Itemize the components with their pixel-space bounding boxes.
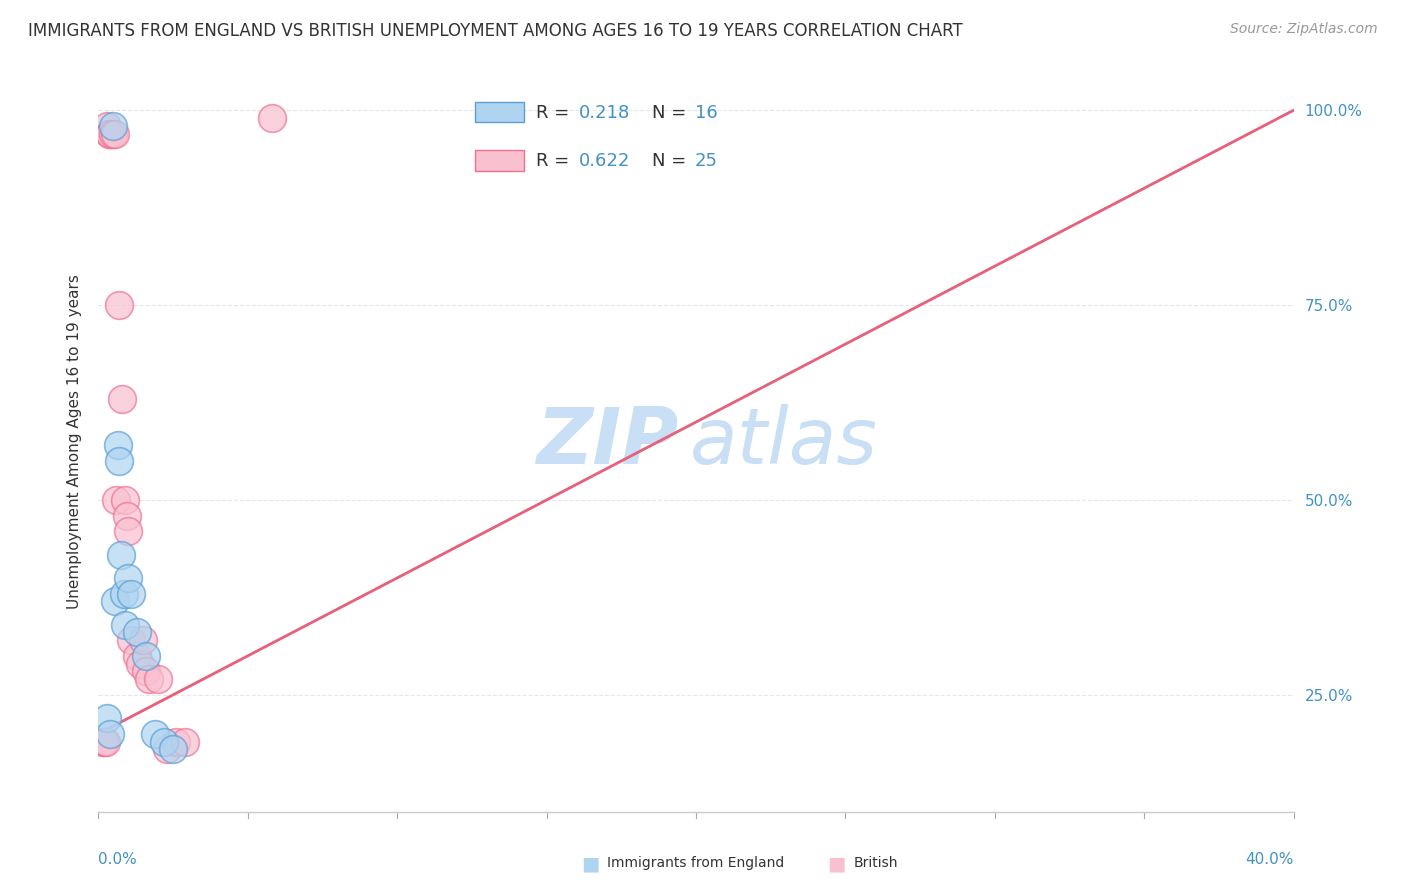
Point: [108, 454, 131, 468]
Point: [104, 594, 127, 608]
Text: Immigrants from England: Immigrants from England: [607, 856, 785, 871]
Point: [94, 734, 117, 748]
Point: [129, 657, 152, 671]
Point: [143, 727, 166, 741]
Point: [108, 298, 131, 312]
Point: [156, 742, 179, 756]
Point: [127, 648, 149, 663]
Point: [111, 392, 134, 406]
Point: [135, 648, 157, 663]
Text: 0.0%: 0.0%: [98, 853, 138, 867]
Point: [117, 571, 139, 585]
Point: [110, 548, 132, 562]
Text: Source: ZipAtlas.com: Source: ZipAtlas.com: [1230, 22, 1378, 37]
Point: [114, 493, 136, 508]
Point: [127, 625, 149, 640]
Text: atlas: atlas: [690, 403, 877, 480]
Point: [98, 127, 122, 141]
Y-axis label: Unemployment Among Ages 16 to 19 years: Unemployment Among Ages 16 to 19 years: [66, 274, 82, 609]
Point: [114, 617, 136, 632]
Point: [104, 127, 127, 141]
Point: [162, 742, 184, 756]
Point: [91, 734, 114, 748]
Point: [148, 672, 170, 686]
Text: ■: ■: [581, 854, 600, 873]
Point: [98, 727, 122, 741]
Point: [103, 119, 125, 133]
Point: [174, 734, 197, 748]
Point: [132, 633, 155, 648]
Point: [165, 734, 187, 748]
Point: [97, 127, 120, 141]
Point: [96, 119, 118, 133]
Text: British: British: [853, 856, 898, 871]
Point: [120, 633, 142, 648]
Point: [93, 734, 115, 748]
Text: IMMIGRANTS FROM ENGLAND VS BRITISH UNEMPLOYMENT AMONG AGES 16 TO 19 YEARS CORREL: IMMIGRANTS FROM ENGLAND VS BRITISH UNEMP…: [28, 22, 963, 40]
Point: [153, 734, 176, 748]
Point: [105, 493, 128, 508]
Point: [112, 586, 135, 600]
Point: [103, 127, 125, 141]
Point: [135, 665, 157, 679]
Point: [96, 711, 118, 725]
Point: [260, 111, 283, 125]
Text: ■: ■: [827, 854, 846, 873]
Point: [138, 672, 160, 686]
Point: [117, 524, 139, 538]
Text: ZIP: ZIP: [536, 403, 678, 480]
Text: 40.0%: 40.0%: [1246, 853, 1294, 867]
Point: [107, 438, 129, 452]
Point: [115, 508, 138, 523]
Point: [120, 586, 142, 600]
